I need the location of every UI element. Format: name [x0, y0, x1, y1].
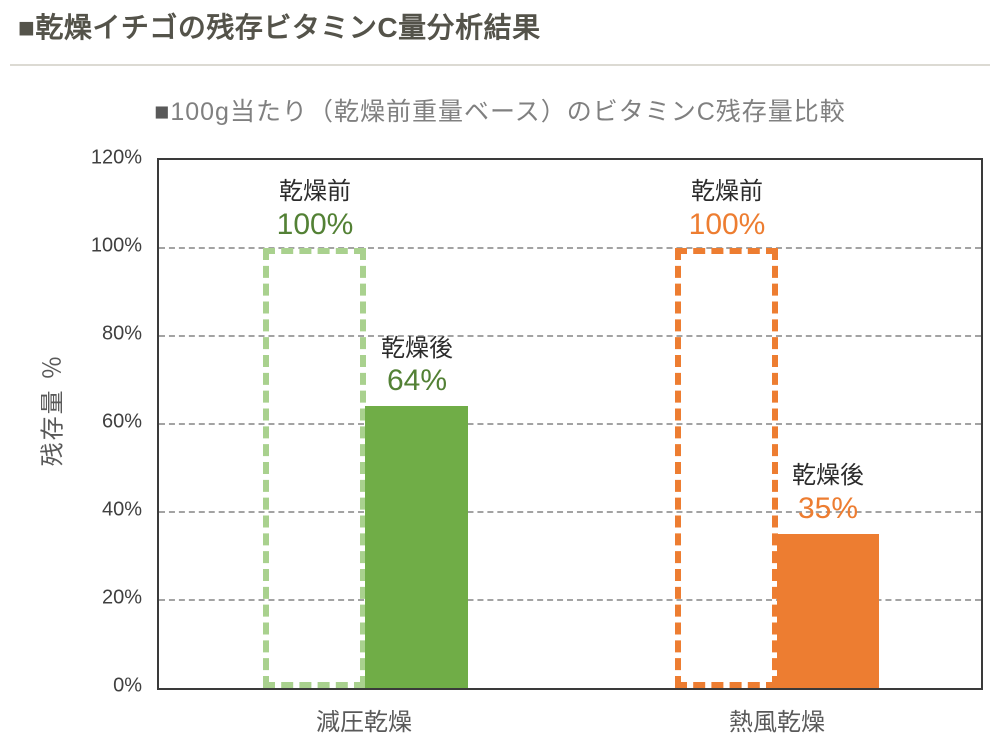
x-category-label-hotair: 熱風乾燥 — [729, 709, 825, 736]
gridline — [159, 599, 981, 601]
y-tick-label: 40% — [101, 498, 142, 521]
bar-hotair-before-outline — [675, 248, 778, 688]
plot-area: 乾燥前 100% 乾燥後 64% 乾燥前 100% 乾燥後 35% — [157, 158, 983, 690]
gridline — [159, 511, 981, 513]
annotation-label: 乾燥後 — [792, 462, 864, 490]
bar-vacuum-before-outline — [263, 248, 366, 688]
bar-vacuum-after-solid — [365, 406, 468, 688]
annotation-value: 35% — [797, 491, 859, 525]
header-divider — [10, 64, 990, 66]
bar-hotair-after-solid — [777, 534, 879, 688]
gridline — [159, 423, 981, 425]
annotation-label: 乾燥前 — [690, 178, 763, 206]
y-tick-label: 0% — [113, 674, 142, 697]
annotation-label: 乾燥後 — [381, 334, 453, 362]
gridline — [159, 335, 981, 337]
y-tick-label: 100% — [90, 234, 142, 257]
page-title: ■乾燥イチゴの残存ビタミンC量分析結果 — [18, 12, 541, 43]
annotation-value: 64% — [386, 364, 448, 398]
annotation-label: 乾燥前 — [278, 178, 351, 206]
y-axis-ticks: 0% 20% 40% 60% 80% 100% 120% — [0, 147, 142, 697]
annotation-value: 100% — [688, 207, 766, 241]
y-tick-label: 120% — [90, 146, 142, 169]
annotation-hotair-before: 乾燥前 100% — [689, 178, 766, 242]
y-tick-label: 60% — [101, 410, 142, 433]
gridline — [159, 247, 981, 249]
annotation-vacuum-after: 乾燥後 64% — [381, 335, 453, 399]
y-tick-label: 20% — [101, 586, 142, 609]
annotation-value: 100% — [276, 207, 354, 241]
x-category-label-vacuum: 減圧乾燥 — [316, 709, 412, 736]
y-tick-label: 80% — [101, 322, 142, 345]
chart-title: ■100g当たり（乾燥前重量ベース）のビタミンC残存量比較 — [154, 98, 846, 126]
annotation-hotair-after: 乾燥後 35% — [792, 462, 864, 526]
annotation-vacuum-before: 乾燥前 100% — [277, 178, 354, 242]
